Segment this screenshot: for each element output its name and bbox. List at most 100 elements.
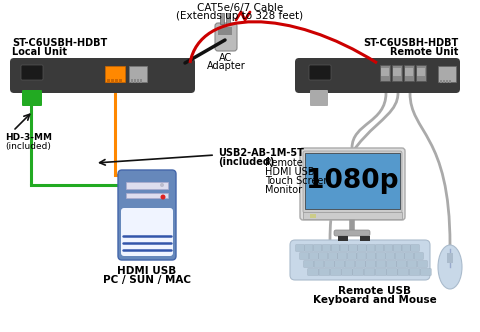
FancyBboxPatch shape: [300, 148, 405, 220]
FancyBboxPatch shape: [319, 269, 330, 275]
Bar: [360, 236, 370, 241]
FancyBboxPatch shape: [396, 261, 407, 267]
Bar: [392, 65, 402, 81]
FancyBboxPatch shape: [386, 261, 396, 267]
FancyBboxPatch shape: [405, 253, 414, 259]
Text: PC / SUN / MAC: PC / SUN / MAC: [103, 275, 191, 285]
Bar: [111, 79, 114, 83]
FancyBboxPatch shape: [345, 261, 355, 267]
Text: CAT5e/6/7 Cable: CAT5e/6/7 Cable: [197, 3, 283, 13]
FancyBboxPatch shape: [364, 269, 375, 275]
FancyBboxPatch shape: [376, 261, 386, 267]
FancyBboxPatch shape: [313, 245, 322, 251]
Bar: [303, 212, 402, 219]
Bar: [405, 68, 413, 76]
FancyBboxPatch shape: [334, 230, 370, 236]
FancyBboxPatch shape: [215, 23, 237, 51]
FancyBboxPatch shape: [395, 253, 404, 259]
Bar: [107, 79, 110, 83]
Text: ST-C6USBH-HDBT: ST-C6USBH-HDBT: [363, 38, 458, 48]
FancyBboxPatch shape: [324, 261, 334, 267]
Bar: [115, 79, 118, 83]
FancyBboxPatch shape: [386, 269, 397, 275]
Bar: [220, 13, 224, 24]
FancyBboxPatch shape: [304, 245, 313, 251]
Bar: [224, 27, 232, 35]
FancyBboxPatch shape: [414, 253, 423, 259]
FancyBboxPatch shape: [349, 245, 357, 251]
Bar: [131, 79, 133, 83]
FancyBboxPatch shape: [121, 208, 173, 256]
Text: (included): (included): [5, 142, 51, 151]
Bar: [105, 66, 125, 82]
FancyBboxPatch shape: [366, 253, 376, 259]
FancyBboxPatch shape: [300, 253, 309, 259]
Bar: [446, 80, 448, 83]
Bar: [140, 79, 142, 83]
Bar: [218, 27, 226, 35]
Bar: [226, 13, 230, 24]
FancyBboxPatch shape: [420, 269, 432, 275]
Bar: [119, 79, 122, 83]
Text: Local Unit: Local Unit: [12, 47, 67, 57]
Bar: [126, 182, 168, 189]
FancyBboxPatch shape: [314, 261, 324, 267]
FancyBboxPatch shape: [304, 261, 313, 267]
FancyBboxPatch shape: [418, 261, 427, 267]
FancyBboxPatch shape: [411, 245, 420, 251]
FancyBboxPatch shape: [366, 261, 376, 267]
FancyBboxPatch shape: [398, 269, 409, 275]
FancyBboxPatch shape: [357, 253, 366, 259]
Text: Adapter: Adapter: [206, 61, 245, 71]
FancyBboxPatch shape: [310, 90, 328, 106]
Text: HDMI USB: HDMI USB: [265, 167, 314, 177]
FancyBboxPatch shape: [295, 58, 460, 93]
Text: Keyboard and Mouse: Keyboard and Mouse: [313, 295, 437, 305]
FancyBboxPatch shape: [340, 245, 348, 251]
Bar: [393, 68, 401, 76]
Circle shape: [160, 183, 164, 187]
Bar: [404, 65, 414, 81]
FancyBboxPatch shape: [10, 58, 195, 93]
Ellipse shape: [438, 245, 462, 289]
Text: Remote USB: Remote USB: [338, 286, 411, 296]
FancyBboxPatch shape: [308, 269, 319, 275]
FancyBboxPatch shape: [407, 261, 417, 267]
Bar: [129, 66, 147, 82]
FancyBboxPatch shape: [341, 269, 352, 275]
Bar: [440, 80, 442, 83]
FancyBboxPatch shape: [118, 170, 176, 260]
FancyBboxPatch shape: [319, 253, 328, 259]
Bar: [338, 236, 348, 241]
Bar: [380, 65, 390, 81]
Bar: [381, 68, 389, 76]
Text: Remote Unit: Remote Unit: [390, 47, 458, 57]
FancyBboxPatch shape: [309, 253, 318, 259]
FancyBboxPatch shape: [375, 269, 386, 275]
Bar: [438, 66, 456, 82]
Text: (included): (included): [218, 157, 275, 167]
Text: AC: AC: [219, 53, 233, 63]
FancyBboxPatch shape: [330, 269, 341, 275]
Bar: [310, 214, 316, 218]
FancyBboxPatch shape: [353, 269, 364, 275]
Text: 1080p: 1080p: [306, 168, 399, 194]
FancyBboxPatch shape: [331, 245, 339, 251]
FancyBboxPatch shape: [21, 65, 43, 80]
Bar: [417, 68, 425, 76]
FancyBboxPatch shape: [375, 245, 384, 251]
Text: ST-C6USBH-HDBT: ST-C6USBH-HDBT: [12, 38, 107, 48]
Bar: [443, 80, 445, 83]
FancyBboxPatch shape: [290, 240, 430, 280]
FancyBboxPatch shape: [385, 253, 395, 259]
FancyBboxPatch shape: [409, 269, 420, 275]
Bar: [126, 193, 168, 198]
FancyBboxPatch shape: [338, 253, 347, 259]
FancyBboxPatch shape: [376, 253, 385, 259]
FancyBboxPatch shape: [384, 245, 393, 251]
FancyBboxPatch shape: [393, 245, 402, 251]
Text: Monitor: Monitor: [265, 185, 302, 195]
FancyBboxPatch shape: [335, 261, 345, 267]
Text: (Extends up to 328 feet): (Extends up to 328 feet): [177, 11, 303, 21]
Bar: [447, 253, 453, 263]
